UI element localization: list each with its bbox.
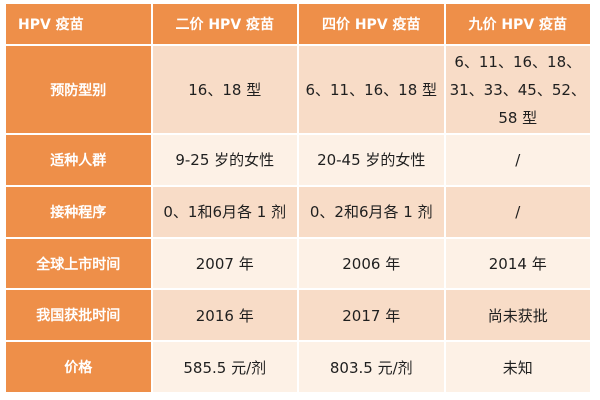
- table-cell: 9-25 岁的女性: [152, 135, 297, 185]
- table-row: 全球上市时间 2007 年 2006 年 2014 年: [6, 238, 590, 289]
- row-label: 适种人群: [6, 135, 151, 185]
- row-label: 预防型别: [6, 46, 151, 134]
- header-row: HPV 疫苗 二价 HPV 疫苗 四价 HPV 疫苗 九价 HPV 疫苗: [6, 4, 590, 44]
- header-vaccine: HPV 疫苗: [6, 4, 151, 44]
- table-cell: 6、11、16、18、31、33、45、52、58 型: [445, 46, 590, 134]
- header-quadrivalent: 四价 HPV 疫苗: [299, 4, 444, 44]
- table-cell: 0、2和6月各 1 剂: [299, 186, 444, 237]
- comparison-table: HPV 疫苗 二价 HPV 疫苗 四价 HPV 疫苗 九价 HPV 疫苗 预防型…: [4, 2, 592, 394]
- table-cell: 2016 年: [152, 290, 297, 341]
- table-cell: 尚未获批: [445, 290, 590, 341]
- table-row: 适种人群 9-25 岁的女性 20-45 岁的女性 /: [6, 135, 590, 185]
- row-label: 价格: [6, 342, 151, 392]
- header-nonavalent: 九价 HPV 疫苗: [445, 4, 590, 44]
- table-cell: 16、18 型: [152, 46, 297, 134]
- table-row: 接种程序 0、1和6月各 1 剂 0、2和6月各 1 剂 /: [6, 186, 590, 237]
- hpv-vaccine-comparison-table: HPV 疫苗 二价 HPV 疫苗 四价 HPV 疫苗 九价 HPV 疫苗 预防型…: [4, 2, 592, 394]
- table-cell: 585.5 元/剂: [152, 342, 297, 392]
- table-cell: 20-45 岁的女性: [299, 135, 444, 185]
- table-cell: 未知: [445, 342, 590, 392]
- table-cell: 2014 年: [445, 238, 590, 289]
- table-cell: 803.5 元/剂: [299, 342, 444, 392]
- table-cell: 6、11、16、18 型: [299, 46, 444, 134]
- row-label: 接种程序: [6, 186, 151, 237]
- row-label: 我国获批时间: [6, 290, 151, 341]
- table-cell: 2017 年: [299, 290, 444, 341]
- table-cell: 0、1和6月各 1 剂: [152, 186, 297, 237]
- table-row: 我国获批时间 2016 年 2017 年 尚未获批: [6, 290, 590, 341]
- table-row: 预防型别 16、18 型 6、11、16、18 型 6、11、16、18、31、…: [6, 46, 590, 134]
- header-bivalent: 二价 HPV 疫苗: [152, 4, 297, 44]
- table-cell: /: [445, 186, 590, 237]
- table-cell: 2007 年: [152, 238, 297, 289]
- table-row: 价格 585.5 元/剂 803.5 元/剂 未知: [6, 342, 590, 392]
- row-label: 全球上市时间: [6, 238, 151, 289]
- table-cell: 2006 年: [299, 238, 444, 289]
- table-cell: /: [445, 135, 590, 185]
